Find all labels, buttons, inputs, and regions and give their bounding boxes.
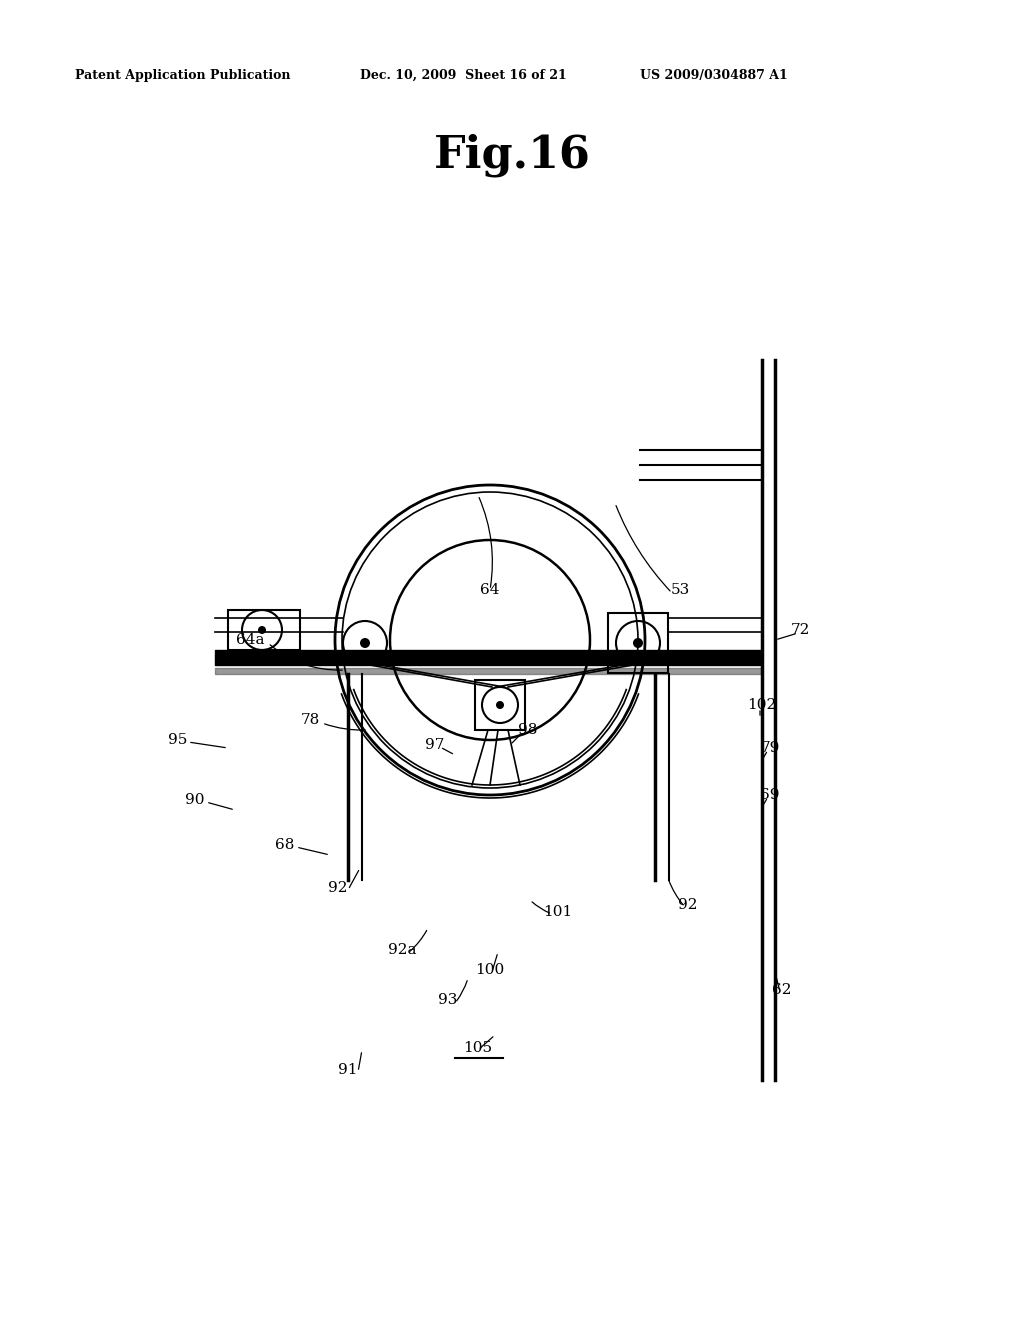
Text: 53: 53 xyxy=(671,583,689,597)
Text: 92a: 92a xyxy=(388,942,416,957)
Text: 79: 79 xyxy=(760,741,779,755)
Text: 105: 105 xyxy=(464,1041,493,1055)
Text: US 2009/0304887 A1: US 2009/0304887 A1 xyxy=(640,69,787,82)
Bar xyxy=(475,680,525,730)
Text: 92: 92 xyxy=(329,880,348,895)
Text: 97: 97 xyxy=(425,738,444,752)
Text: 62: 62 xyxy=(772,983,792,997)
Circle shape xyxy=(633,638,643,648)
Circle shape xyxy=(360,638,370,648)
Bar xyxy=(228,610,300,649)
Bar xyxy=(608,612,668,673)
Text: 93: 93 xyxy=(438,993,458,1007)
Text: 101: 101 xyxy=(544,906,572,919)
Text: 69: 69 xyxy=(760,788,779,803)
Text: 78: 78 xyxy=(300,713,319,727)
Text: 91: 91 xyxy=(338,1063,357,1077)
Text: Fig.16: Fig.16 xyxy=(433,133,591,177)
Text: 95: 95 xyxy=(168,733,187,747)
Text: 100: 100 xyxy=(475,964,505,977)
Text: 92: 92 xyxy=(678,898,697,912)
Text: 102: 102 xyxy=(748,698,776,711)
Text: 72: 72 xyxy=(791,623,810,638)
Text: 90: 90 xyxy=(185,793,205,807)
Text: Patent Application Publication: Patent Application Publication xyxy=(75,69,291,82)
Text: Dec. 10, 2009  Sheet 16 of 21: Dec. 10, 2009 Sheet 16 of 21 xyxy=(360,69,566,82)
Text: 64: 64 xyxy=(480,583,500,597)
Text: 64a: 64a xyxy=(236,634,264,647)
Circle shape xyxy=(258,626,266,634)
Text: 98: 98 xyxy=(518,723,538,737)
Text: 68: 68 xyxy=(275,838,295,851)
Circle shape xyxy=(496,701,504,709)
